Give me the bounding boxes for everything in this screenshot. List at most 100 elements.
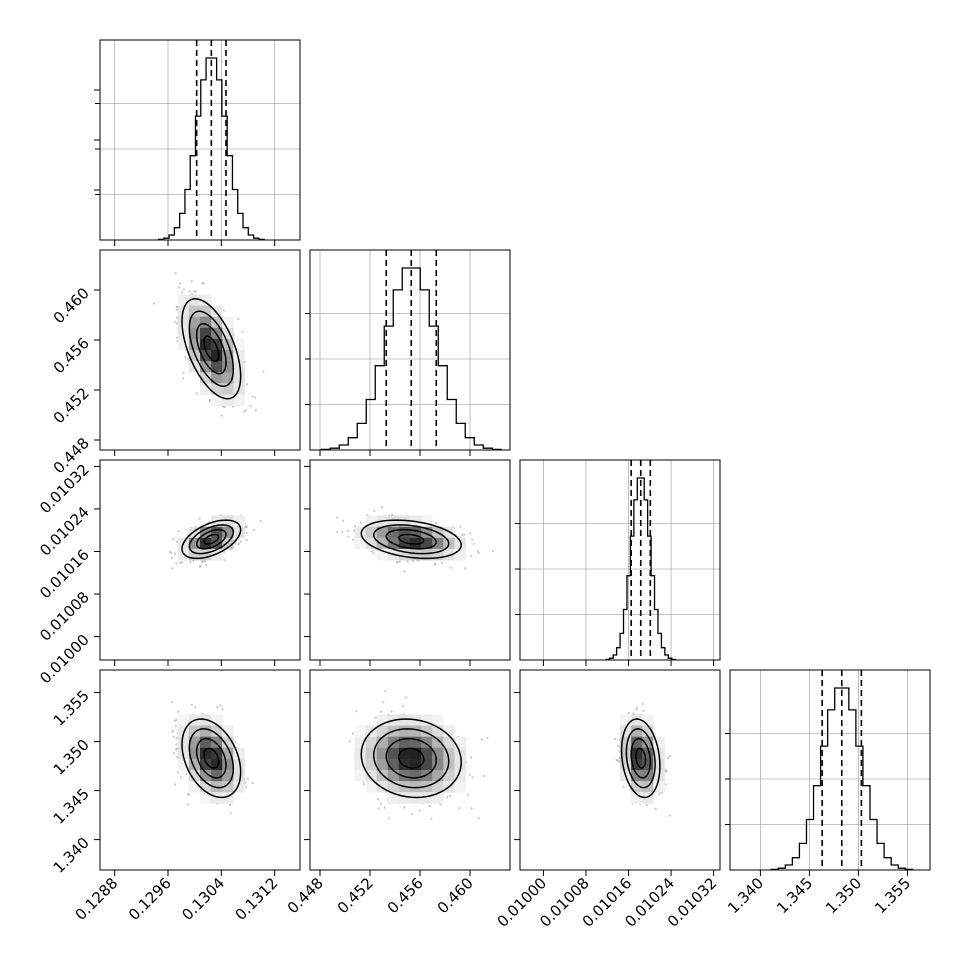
- density-cell: [421, 792, 433, 804]
- panel-frame: [519, 669, 721, 871]
- density-cell: [188, 736, 201, 749]
- density-cell: [200, 338, 212, 351]
- sample-point: [467, 793, 470, 796]
- density-cell: [188, 305, 201, 318]
- density-cell: [354, 736, 366, 749]
- density-cell: [200, 770, 212, 782]
- density-cell: [387, 758, 400, 771]
- density-cell: [365, 758, 378, 771]
- density-cell: [421, 781, 433, 793]
- sample-point: [252, 528, 256, 532]
- sample-point: [262, 370, 265, 373]
- density-cell: [432, 537, 444, 550]
- sample-point: [173, 719, 177, 722]
- panel-content: [348, 690, 489, 820]
- density-cell: [211, 548, 223, 561]
- density-cell: [653, 758, 665, 771]
- sample-point: [221, 708, 224, 711]
- panel-frame: [99, 669, 301, 871]
- sample-point: [190, 703, 193, 706]
- sample-point: [398, 560, 401, 563]
- contour-line: [360, 718, 462, 799]
- density-cell: [421, 758, 433, 771]
- density-cell: [200, 350, 212, 362]
- density-cell: [410, 725, 422, 738]
- density-cell: [233, 372, 245, 384]
- density-cell: [188, 294, 201, 306]
- sample-point: [352, 538, 355, 541]
- contour-line: [620, 718, 661, 799]
- sample-point: [482, 774, 486, 778]
- sample-point: [390, 710, 393, 713]
- sample-point: [174, 725, 177, 728]
- sample-point: [627, 711, 630, 715]
- density-cell: [211, 316, 223, 329]
- density-cell: [222, 736, 234, 749]
- sample-point: [346, 529, 350, 533]
- density-cell: [200, 361, 212, 373]
- density-cell: [398, 537, 411, 550]
- density-cell: [432, 792, 444, 804]
- sample-point: [202, 281, 205, 284]
- sample-point: [170, 551, 173, 554]
- panel-content: [336, 506, 494, 573]
- histogram-step: [157, 57, 265, 241]
- histogram-step: [320, 267, 502, 451]
- sample-point: [177, 710, 180, 713]
- sample-point: [219, 704, 222, 707]
- scatter-panel-1-2: [309, 459, 511, 661]
- sample-point: [336, 516, 339, 519]
- sample-point: [179, 561, 182, 564]
- sample-point: [170, 701, 174, 704]
- density-cell: [443, 770, 455, 782]
- density-cell: [233, 770, 245, 782]
- sample-point: [470, 554, 473, 557]
- density-cell: [410, 770, 422, 782]
- density-cell: [354, 747, 366, 760]
- panel-content: [613, 702, 671, 817]
- panel-frame: [99, 249, 301, 451]
- density-cell: [631, 736, 643, 749]
- density-cell: [233, 394, 245, 406]
- density-cell: [410, 758, 422, 771]
- sample-point: [336, 530, 339, 534]
- sample-point: [486, 736, 489, 740]
- sample-point: [664, 783, 667, 786]
- sample-point: [184, 355, 187, 359]
- density-cell: [631, 792, 643, 804]
- sample-point: [249, 404, 252, 408]
- density-cell: [200, 526, 212, 539]
- y-tick-label: 0.452: [50, 384, 93, 427]
- sample-point: [440, 561, 443, 564]
- contour-line: [635, 747, 647, 769]
- x-tick-label: 0.452: [334, 874, 377, 917]
- density-cell: [398, 714, 411, 726]
- sample-point: [194, 290, 198, 293]
- density-cell: [233, 781, 245, 793]
- sample-point: [642, 709, 645, 712]
- density-cell: [398, 515, 411, 528]
- density-cell: [631, 770, 643, 782]
- sample-point: [618, 750, 621, 753]
- density-cell: [365, 770, 378, 782]
- sample-point: [245, 526, 248, 529]
- density-cell: [642, 725, 654, 738]
- sample-point: [434, 563, 437, 566]
- density-cell: [200, 792, 212, 804]
- density-cell: [432, 770, 444, 782]
- density-cell: [200, 758, 212, 771]
- sample-point: [203, 560, 207, 563]
- sample-point: [245, 383, 249, 386]
- density-cell: [398, 725, 411, 738]
- sample-point: [188, 793, 191, 797]
- sample-point: [635, 708, 638, 711]
- density-cell: [398, 747, 411, 760]
- density-cell: [376, 548, 389, 561]
- sample-point: [245, 531, 248, 535]
- sample-point: [341, 530, 344, 533]
- sample-point: [204, 563, 208, 567]
- density-cell: [620, 758, 632, 771]
- density-cell: [387, 747, 400, 760]
- sample-point: [201, 712, 204, 715]
- contour-line: [397, 533, 425, 545]
